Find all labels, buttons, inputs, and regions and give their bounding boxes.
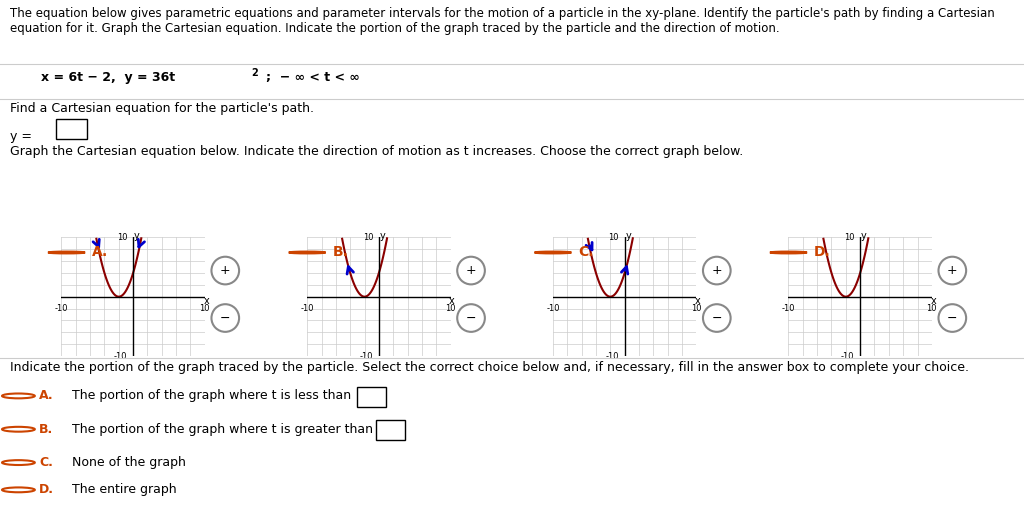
Text: −: − bbox=[220, 312, 230, 325]
Text: A.: A. bbox=[39, 389, 53, 402]
Text: +: + bbox=[220, 264, 230, 277]
Text: The portion of the graph where t is greater than: The portion of the graph where t is grea… bbox=[72, 423, 373, 436]
Text: -10: -10 bbox=[546, 304, 560, 313]
Text: y: y bbox=[861, 231, 866, 241]
Text: 10: 10 bbox=[844, 233, 854, 242]
Text: −: − bbox=[947, 312, 957, 325]
FancyBboxPatch shape bbox=[377, 420, 406, 440]
Text: C.: C. bbox=[39, 456, 53, 469]
Text: B.: B. bbox=[333, 245, 349, 260]
Text: A.: A. bbox=[92, 245, 109, 260]
Text: -10: -10 bbox=[300, 304, 314, 313]
Text: 10: 10 bbox=[691, 304, 701, 313]
Circle shape bbox=[212, 304, 240, 332]
Text: D.: D. bbox=[814, 245, 830, 260]
Text: -10: -10 bbox=[781, 304, 796, 313]
Text: x: x bbox=[204, 296, 209, 307]
Text: +: + bbox=[712, 264, 722, 277]
Text: Graph the Cartesian equation below. Indicate the direction of motion as t increa: Graph the Cartesian equation below. Indi… bbox=[10, 145, 743, 158]
Text: 10: 10 bbox=[445, 304, 456, 313]
Text: 10: 10 bbox=[608, 233, 618, 242]
Text: -10: -10 bbox=[841, 351, 854, 361]
Text: Indicate the portion of the graph traced by the particle. Select the correct cho: Indicate the portion of the graph traced… bbox=[10, 361, 970, 374]
Text: -10: -10 bbox=[359, 351, 373, 361]
Text: 10: 10 bbox=[362, 233, 373, 242]
Text: x: x bbox=[931, 296, 936, 307]
Circle shape bbox=[212, 257, 240, 284]
Text: 2: 2 bbox=[251, 68, 258, 78]
Text: +: + bbox=[466, 264, 476, 277]
Text: x: x bbox=[450, 296, 455, 307]
Circle shape bbox=[703, 304, 731, 332]
Text: -10: -10 bbox=[114, 351, 127, 361]
FancyBboxPatch shape bbox=[357, 387, 386, 407]
Text: −: − bbox=[712, 312, 722, 325]
Circle shape bbox=[939, 304, 967, 332]
FancyBboxPatch shape bbox=[56, 119, 87, 138]
Text: ;  − ∞ < t < ∞: ; − ∞ < t < ∞ bbox=[266, 71, 360, 84]
Text: -10: -10 bbox=[605, 351, 618, 361]
Text: y =: y = bbox=[10, 130, 36, 143]
Text: y: y bbox=[626, 231, 631, 241]
Text: The portion of the graph where t is less than: The portion of the graph where t is less… bbox=[72, 389, 351, 402]
Text: 10: 10 bbox=[117, 233, 127, 242]
Text: Find a Cartesian equation for the particle's path.: Find a Cartesian equation for the partic… bbox=[10, 102, 314, 115]
Text: y: y bbox=[134, 231, 139, 241]
Text: −: − bbox=[466, 312, 476, 325]
Circle shape bbox=[939, 257, 967, 284]
Circle shape bbox=[703, 257, 731, 284]
Circle shape bbox=[457, 304, 485, 332]
Text: +: + bbox=[947, 264, 957, 277]
Text: B.: B. bbox=[39, 423, 53, 436]
Text: D.: D. bbox=[39, 483, 54, 496]
Text: -10: -10 bbox=[54, 304, 69, 313]
Text: The equation below gives parametric equations and parameter intervals for the mo: The equation below gives parametric equa… bbox=[10, 7, 995, 35]
Text: 10: 10 bbox=[200, 304, 210, 313]
Text: None of the graph: None of the graph bbox=[72, 456, 185, 469]
Text: x = 6t − 2,  y = 36t: x = 6t − 2, y = 36t bbox=[41, 71, 175, 84]
Text: The entire graph: The entire graph bbox=[72, 483, 176, 496]
Circle shape bbox=[457, 257, 485, 284]
Text: x: x bbox=[695, 296, 700, 307]
Text: 10: 10 bbox=[927, 304, 937, 313]
Text: C.: C. bbox=[579, 245, 594, 260]
Text: y: y bbox=[380, 231, 385, 241]
